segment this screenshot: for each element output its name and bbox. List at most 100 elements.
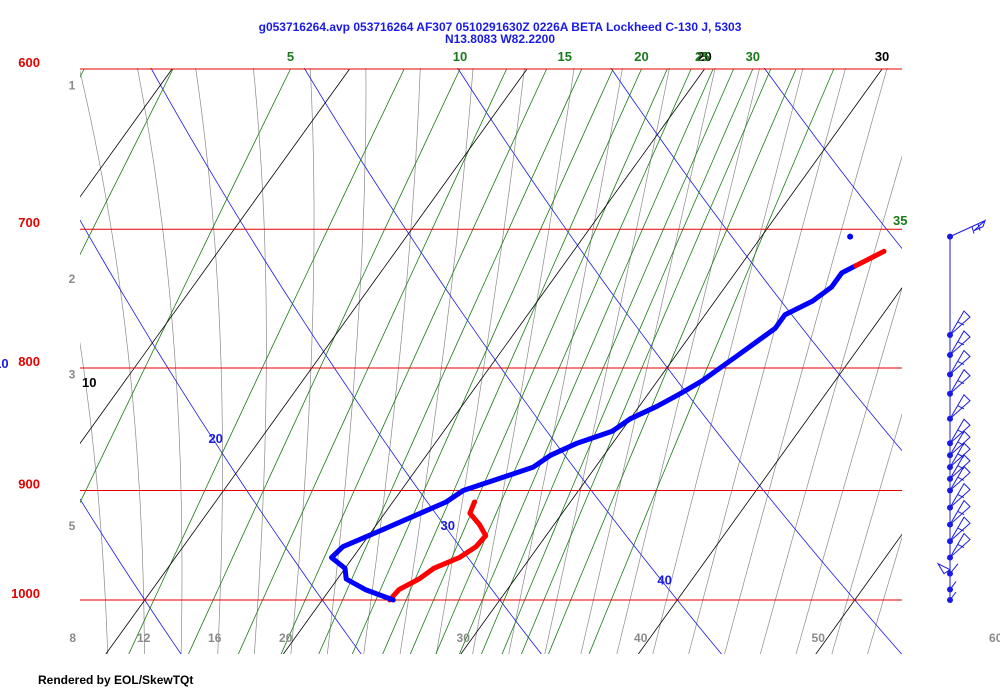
chart-title-line-2: N13.8083 W82.2200 bbox=[445, 32, 555, 46]
mixing-ratio-line bbox=[409, 68, 668, 654]
moist-adiabat-line bbox=[290, 68, 315, 654]
mixing-ratio-line bbox=[481, 68, 734, 654]
mixing-ratio-label-25: 25 bbox=[695, 49, 709, 64]
mixing-ratio-line bbox=[501, 68, 754, 654]
wind-barb bbox=[936, 562, 959, 575]
dry-adiabat-label-40: 40 bbox=[657, 572, 671, 587]
moist-adiabat-line bbox=[0, 0, 2, 699]
moist-adiabat-line bbox=[326, 68, 367, 654]
dry-adiabat-line bbox=[303, 68, 722, 654]
isotherm-line bbox=[637, 287, 902, 654]
wind-barb bbox=[949, 393, 971, 420]
isotherm-line bbox=[460, 68, 883, 654]
dry-adiabat-line bbox=[150, 68, 542, 654]
dry-adiabat-line bbox=[610, 68, 902, 452]
mixing-ratio-line bbox=[128, 68, 405, 654]
wind-barbs bbox=[936, 218, 987, 603]
moist-adiabat-line bbox=[436, 68, 525, 654]
bottom-axis-label-8: 8 bbox=[69, 631, 76, 645]
moist-adiabat-line bbox=[724, 68, 888, 654]
moist-adiabat-line bbox=[580, 68, 716, 654]
moist-adiabat-line bbox=[652, 68, 804, 654]
moist-adiabat-line bbox=[80, 70, 145, 654]
moist-adiabat-line bbox=[688, 68, 846, 654]
wind-barb bbox=[949, 310, 971, 336]
mixing-ratio-line bbox=[435, 68, 692, 654]
mixing-ratio-line bbox=[459, 68, 714, 654]
isotherm-label-30: 30 bbox=[875, 49, 889, 64]
pressure-label-1000: 1000 bbox=[11, 586, 40, 601]
mixing-ratio-lines bbox=[80, 68, 835, 654]
mixing-ratio-label-30: 30 bbox=[746, 49, 760, 64]
left-axis-labels: 1 2 3 5 bbox=[69, 79, 76, 534]
chart-title-line-1: g053716264.avp 053716264 AF307 051029163… bbox=[259, 20, 742, 34]
bottom-axis-label-50: 50 bbox=[812, 631, 826, 645]
moist-adiabat-line bbox=[867, 536, 902, 654]
left-axis-label-1: 1 bbox=[69, 79, 76, 93]
mixing-ratio-line bbox=[80, 68, 85, 78]
dry-adiabat-line bbox=[80, 219, 362, 654]
bottom-axis-label-30: 30 bbox=[457, 631, 471, 645]
mixing-ratio-line bbox=[351, 68, 614, 654]
isotherm-line bbox=[80, 68, 173, 198]
mixing-ratio-line bbox=[280, 68, 547, 654]
moist-adiabat-line bbox=[961, 0, 1000, 699]
wind-barb bbox=[949, 499, 971, 525]
moist-adiabat-line bbox=[890, 0, 1000, 699]
dry-adiabat-label-20: 20 bbox=[208, 431, 222, 446]
left-axis-label-3: 3 bbox=[69, 367, 76, 381]
isobar-lines bbox=[80, 68, 902, 601]
mixing-ratio-line bbox=[548, 68, 797, 654]
moist-adiabat-line bbox=[363, 68, 421, 654]
isotherm-label-10: 10 bbox=[82, 375, 96, 390]
pressure-label-900: 900 bbox=[18, 476, 40, 491]
moist-adiabat-line bbox=[252, 68, 267, 654]
isotherm-line bbox=[105, 68, 528, 654]
bottom-axis-label-40: 40 bbox=[634, 631, 648, 645]
wind-barb bbox=[949, 516, 971, 542]
mixing-ratio-label-20: 20 bbox=[634, 49, 648, 64]
isotherm-lines bbox=[80, 68, 902, 654]
mixing-ratio-label-10: 10 bbox=[453, 49, 467, 64]
bottom-axis-label-16: 16 bbox=[208, 631, 222, 645]
dry-adiabat-line bbox=[457, 68, 902, 654]
isotherm-line bbox=[815, 533, 902, 654]
bottom-axis-label-12: 12 bbox=[137, 631, 151, 645]
wind-barb bbox=[949, 581, 957, 590]
isotherm-line bbox=[80, 68, 350, 445]
wind-barb bbox=[949, 482, 971, 509]
wind-barb bbox=[949, 218, 987, 238]
pressure-label-800: 800 bbox=[18, 354, 40, 369]
mixing-ratio-line bbox=[318, 68, 583, 654]
moist-adiabat-line bbox=[195, 68, 223, 654]
bottom-axis-label-60: 60 bbox=[989, 631, 1000, 645]
mixing-ratio-label-15: 15 bbox=[558, 49, 572, 64]
wind-barb bbox=[949, 349, 971, 375]
moist-adiabat-line bbox=[508, 68, 623, 654]
dry-adiabat-labels: -20-10010203040 bbox=[0, 356, 672, 587]
wind-barb bbox=[949, 532, 971, 558]
renderer-footer: Rendered by EOL/SkewTQt bbox=[38, 673, 193, 687]
wind-barb bbox=[949, 465, 971, 491]
moist-adiabat-line bbox=[137, 68, 183, 654]
dry-adiabat-line bbox=[80, 498, 182, 654]
surface-point bbox=[847, 233, 854, 240]
dry-adiabat-line bbox=[763, 68, 902, 250]
mixing-ratio-line bbox=[80, 68, 291, 504]
temperature-trace-upper bbox=[853, 248, 887, 269]
temperature-trace bbox=[387, 499, 489, 603]
bottom-axis-label-20: 20 bbox=[279, 631, 293, 645]
moist-adiabat-line bbox=[544, 68, 670, 654]
left-axis-label-5: 5 bbox=[69, 519, 76, 533]
wind-barb bbox=[949, 368, 971, 395]
moist-adiabat-line bbox=[831, 413, 902, 654]
sounding-traces bbox=[329, 233, 887, 603]
moist-adiabat-line bbox=[472, 68, 575, 654]
pressure-axis-labels: 600 700 800 900 1000 bbox=[11, 55, 40, 601]
dewpoint-trace bbox=[329, 263, 859, 603]
moist-adiabat-line bbox=[80, 341, 109, 654]
